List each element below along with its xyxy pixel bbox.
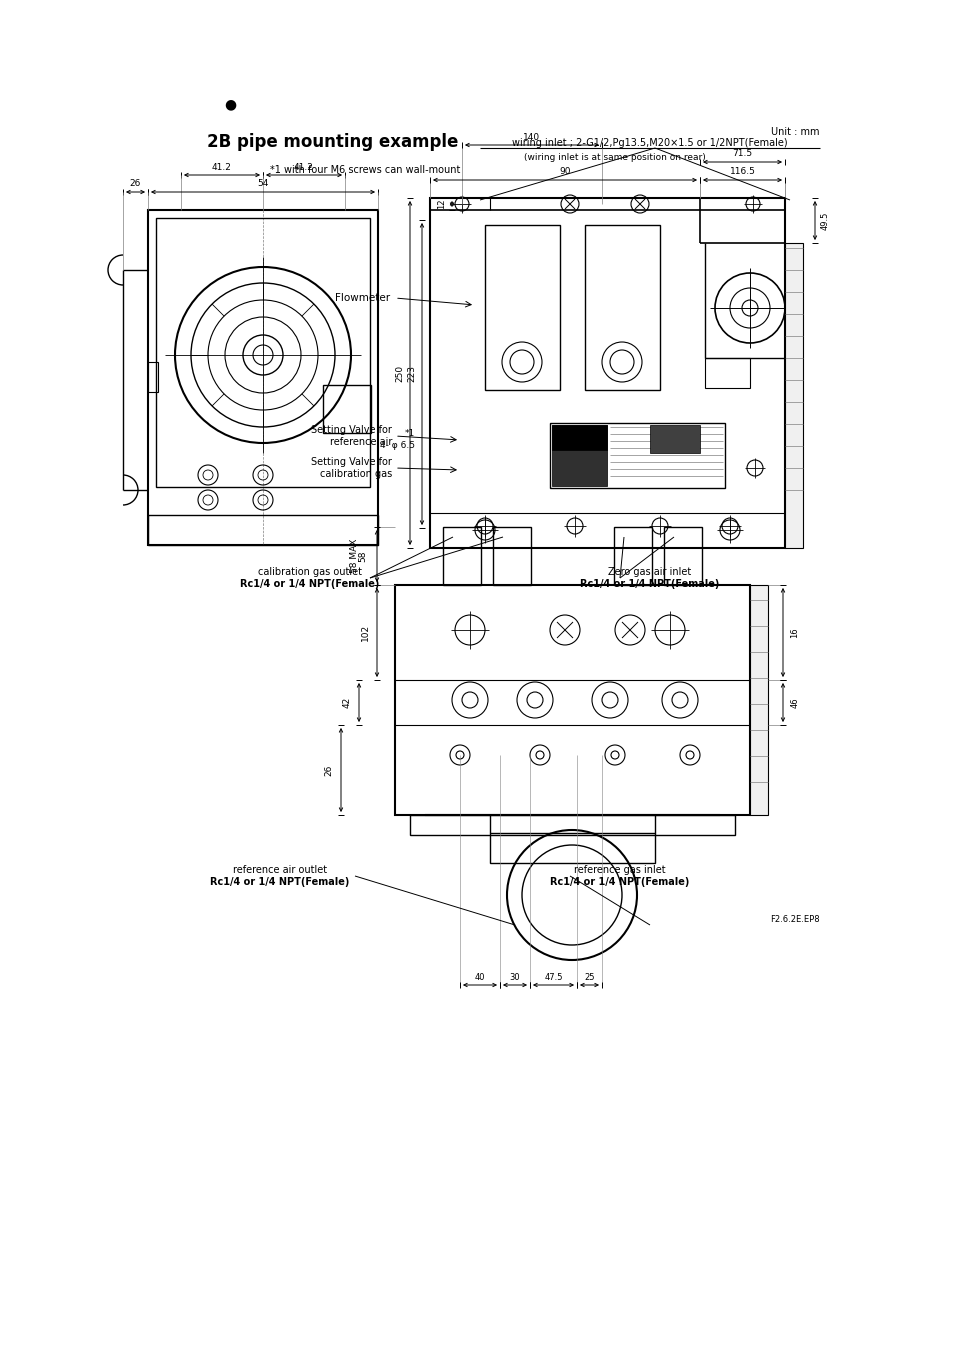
Text: 30: 30 bbox=[509, 973, 519, 981]
Text: 102: 102 bbox=[360, 624, 369, 642]
Text: 250: 250 bbox=[395, 365, 404, 381]
Bar bbox=[784, 243, 802, 549]
Text: 223: 223 bbox=[407, 366, 416, 382]
Text: 46: 46 bbox=[790, 697, 799, 708]
Text: 58 MAX: 58 MAX bbox=[350, 539, 359, 573]
Text: *1: *1 bbox=[404, 428, 415, 438]
Bar bbox=[550, 423, 724, 488]
Text: calibration gas: calibration gas bbox=[319, 469, 392, 480]
Text: reference air outlet: reference air outlet bbox=[233, 865, 327, 875]
Text: Rc1/4 or 1/4 NPT(Female): Rc1/4 or 1/4 NPT(Female) bbox=[240, 580, 379, 589]
Text: Setting Valve for: Setting Valve for bbox=[311, 426, 392, 435]
Text: 25: 25 bbox=[583, 973, 594, 981]
Bar bbox=[148, 515, 377, 544]
Text: 54: 54 bbox=[257, 180, 269, 189]
Text: 140: 140 bbox=[523, 132, 540, 142]
Bar bbox=[410, 815, 734, 835]
Text: 26: 26 bbox=[324, 765, 334, 775]
Bar bbox=[490, 834, 655, 863]
Text: F2.6.2E.EP8: F2.6.2E.EP8 bbox=[770, 916, 820, 924]
Bar bbox=[552, 426, 606, 486]
Text: Unit : mm: Unit : mm bbox=[771, 127, 820, 136]
Text: wiring inlet ; 2-G1/2,Pg13.5,M20×1.5 or 1/2NPT(Female): wiring inlet ; 2-G1/2,Pg13.5,M20×1.5 or … bbox=[512, 138, 787, 149]
Text: Zero gas air inlet: Zero gas air inlet bbox=[608, 567, 691, 577]
Text: *1 with four M6 screws can wall-mount: *1 with four M6 screws can wall-mount bbox=[270, 165, 460, 176]
Text: Rc1/4 or 1/4 NPT(Female): Rc1/4 or 1/4 NPT(Female) bbox=[210, 877, 350, 888]
Bar bbox=[442, 527, 480, 585]
Text: Setting Valve for: Setting Valve for bbox=[311, 457, 392, 467]
Text: 49.5: 49.5 bbox=[820, 211, 828, 230]
Bar bbox=[614, 527, 651, 585]
Bar bbox=[749, 585, 767, 815]
Text: ●: ● bbox=[224, 97, 235, 111]
Bar bbox=[148, 362, 158, 392]
Text: 58: 58 bbox=[358, 550, 367, 562]
Text: 41.2: 41.2 bbox=[294, 162, 314, 172]
Text: Rc1/4 or 1/4 NPT(Female): Rc1/4 or 1/4 NPT(Female) bbox=[579, 580, 719, 589]
Text: 47.5: 47.5 bbox=[543, 973, 562, 981]
Text: (wiring inlet is at same position on rear): (wiring inlet is at same position on rea… bbox=[523, 154, 705, 162]
Bar bbox=[484, 226, 559, 390]
Text: reference air: reference air bbox=[330, 436, 392, 447]
Text: 40: 40 bbox=[475, 973, 485, 981]
Bar bbox=[395, 585, 749, 815]
Bar bbox=[552, 426, 606, 450]
Bar bbox=[148, 209, 377, 544]
Text: calibration gas outlet: calibration gas outlet bbox=[257, 567, 361, 577]
Text: reference gas inlet: reference gas inlet bbox=[574, 865, 665, 875]
Text: 26: 26 bbox=[130, 180, 141, 189]
Text: 12: 12 bbox=[437, 199, 446, 209]
Bar bbox=[663, 527, 701, 585]
Text: 4- φ 6.5: 4- φ 6.5 bbox=[379, 442, 415, 450]
Text: 41.2: 41.2 bbox=[212, 162, 232, 172]
Bar bbox=[584, 226, 659, 390]
Text: Flowmeter: Flowmeter bbox=[335, 293, 390, 303]
Bar bbox=[430, 199, 784, 549]
Text: 90: 90 bbox=[558, 168, 570, 177]
Bar bbox=[323, 385, 371, 434]
Text: 116.5: 116.5 bbox=[729, 168, 755, 177]
Bar bbox=[493, 527, 531, 585]
Text: 71.5: 71.5 bbox=[732, 150, 752, 158]
Text: 42: 42 bbox=[342, 697, 351, 708]
Bar bbox=[704, 358, 749, 388]
Text: Rc1/4 or 1/4 NPT(Female): Rc1/4 or 1/4 NPT(Female) bbox=[550, 877, 689, 888]
Bar bbox=[156, 218, 370, 486]
Text: 16: 16 bbox=[790, 627, 799, 638]
Text: 2B pipe mounting example: 2B pipe mounting example bbox=[207, 132, 457, 151]
Bar bbox=[649, 426, 700, 453]
